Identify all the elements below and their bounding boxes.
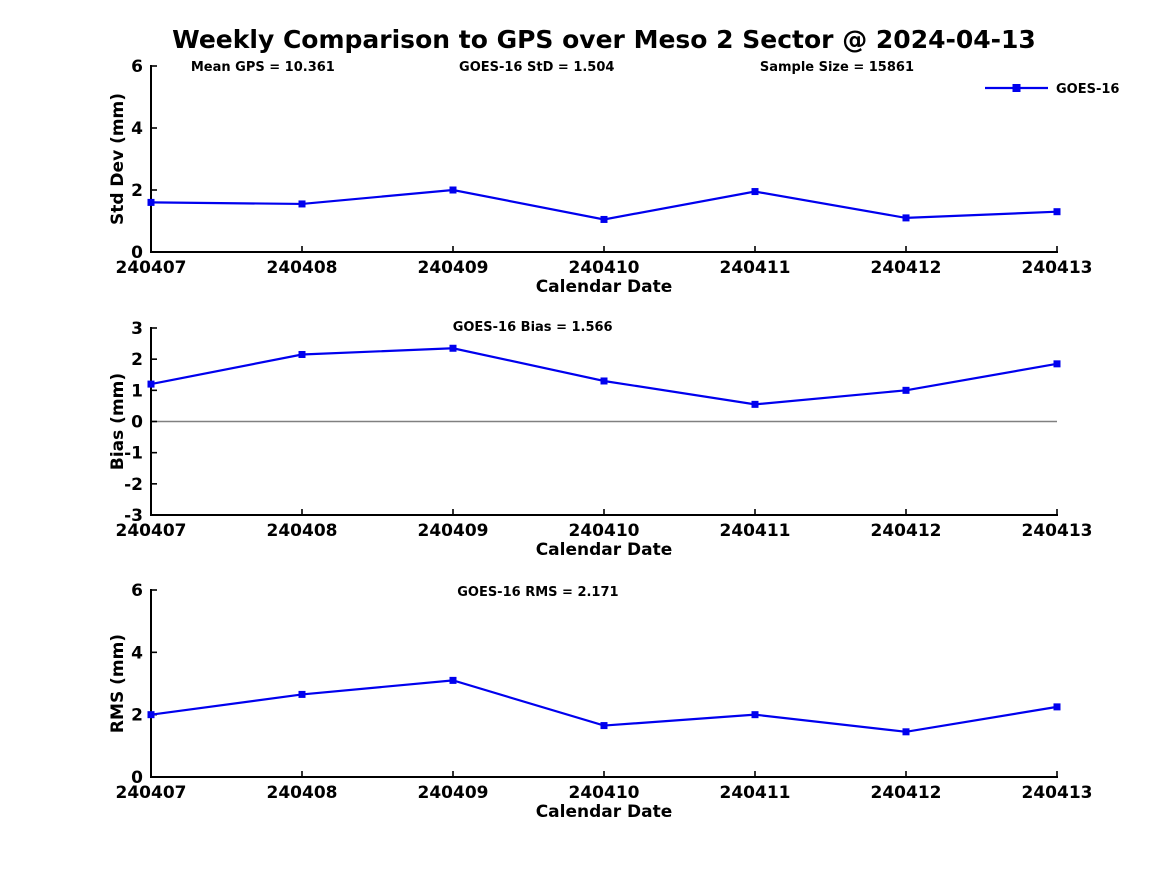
y-tick-label: 6	[131, 581, 143, 601]
x-tick-label: 240409	[418, 783, 489, 803]
subplot-annotation: GOES-16 Bias = 1.566	[453, 320, 613, 335]
data-point-marker	[147, 380, 155, 388]
x-tick-label: 240412	[871, 521, 942, 541]
x-tick-label: 240409	[418, 258, 489, 278]
y-tick-label: -1	[124, 444, 143, 464]
x-tick-label: 240408	[267, 258, 338, 278]
x-tick-label: 240413	[1022, 783, 1093, 803]
x-tick-label: 240407	[116, 521, 187, 541]
y-tick-label: 2	[131, 706, 143, 726]
data-point-marker	[147, 198, 155, 206]
y-tick-label: -2	[124, 475, 143, 495]
x-axis-title: Calendar Date	[536, 277, 673, 297]
x-tick-label: 240410	[569, 521, 640, 541]
y-tick-label: 4	[131, 643, 143, 663]
series-line	[150, 347, 1058, 406]
data-point-marker	[1053, 360, 1061, 368]
x-tick-label: 240410	[569, 783, 640, 803]
data-point-marker	[600, 215, 608, 223]
data-point-marker	[902, 214, 910, 222]
y-axis-title: RMS (mm)	[108, 634, 128, 733]
y-tick-label: 1	[131, 381, 143, 401]
data-point-marker	[600, 722, 608, 730]
y-tick-label: 4	[131, 119, 143, 139]
x-tick-label: 240411	[720, 521, 791, 541]
data-point-marker	[449, 676, 457, 684]
y-tick-label: 2	[131, 350, 143, 370]
y-tick-label: 3	[131, 319, 143, 339]
y-tick-label: 2	[131, 181, 143, 201]
x-tick-label: 240407	[116, 258, 187, 278]
x-tick-label: 240408	[267, 783, 338, 803]
data-point-marker	[298, 200, 306, 208]
subplot-1	[147, 65, 1061, 253]
data-point-marker	[298, 690, 306, 698]
subplot-annotation: GOES-16 RMS = 2.171	[457, 585, 618, 600]
y-axis-title: Std Dev (mm)	[108, 93, 128, 225]
subplot-annotation: Mean GPS = 10.361	[191, 60, 335, 75]
data-point-marker	[449, 344, 457, 352]
data-point-marker	[298, 350, 306, 358]
data-point-marker	[902, 728, 910, 736]
data-point-marker	[751, 400, 759, 408]
data-point-marker	[600, 377, 608, 385]
data-point-marker	[751, 188, 759, 196]
y-tick-label: 0	[131, 413, 143, 433]
x-tick-label: 240409	[418, 521, 489, 541]
data-point-marker	[1053, 208, 1061, 216]
x-tick-label: 240408	[267, 521, 338, 541]
x-tick-label: 240407	[116, 783, 187, 803]
y-tick-label: -3	[124, 506, 143, 526]
x-tick-label: 240413	[1022, 521, 1093, 541]
x-axis-title: Calendar Date	[536, 540, 673, 560]
legend-label: GOES-16	[1056, 82, 1119, 97]
y-axis-title: Bias (mm)	[108, 373, 128, 470]
x-tick-label: 240410	[569, 258, 640, 278]
subplot-annotation: Sample Size = 15861	[760, 60, 914, 75]
x-axis-title: Calendar Date	[536, 802, 673, 822]
x-tick-label: 240412	[871, 258, 942, 278]
x-tick-label: 240411	[720, 783, 791, 803]
y-tick-label: 0	[131, 243, 143, 263]
x-tick-label: 240413	[1022, 258, 1093, 278]
series-line	[150, 188, 1058, 221]
y-tick-label: 6	[131, 57, 143, 77]
data-point-marker	[1053, 703, 1061, 711]
y-tick-label: 0	[131, 768, 143, 788]
data-point-marker	[147, 711, 155, 719]
legend-marker	[1012, 84, 1021, 92]
subplot-3	[147, 589, 1061, 778]
data-point-marker	[449, 186, 457, 194]
figure-title: Weekly Comparison to GPS over Meso 2 Sec…	[172, 25, 1036, 54]
x-tick-label: 240412	[871, 783, 942, 803]
subplot-annotation: GOES-16 StD = 1.504	[459, 60, 614, 75]
x-tick-label: 240411	[720, 258, 791, 278]
subplot-2	[147, 327, 1061, 516]
data-point-marker	[751, 711, 759, 719]
data-point-marker	[902, 386, 910, 394]
